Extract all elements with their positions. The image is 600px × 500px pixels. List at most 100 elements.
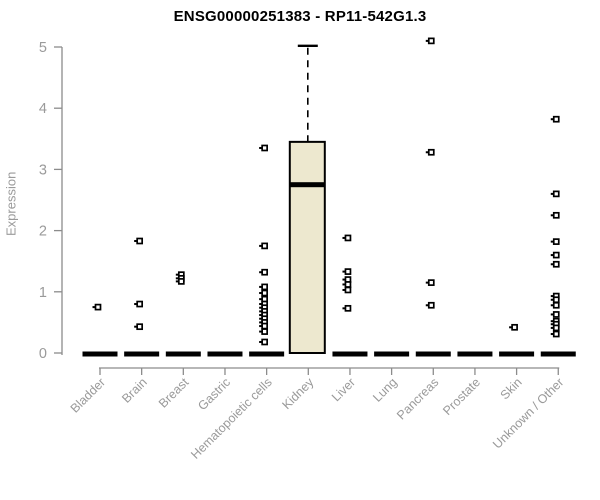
outlier-tick — [509, 326, 512, 329]
outlier-point — [552, 238, 560, 245]
zero-box-bar — [415, 351, 451, 357]
outlier-tick — [134, 303, 137, 306]
outlier-tick — [425, 281, 429, 284]
zero-box-bar — [124, 351, 160, 357]
outlier-point — [261, 338, 268, 346]
outlier-tick — [259, 285, 262, 288]
y-tick-label: 5 — [39, 40, 47, 56]
outlier-point — [552, 296, 560, 304]
outlier-point — [427, 37, 435, 45]
outlier-point — [511, 323, 518, 331]
y-tick-label: 3 — [39, 162, 47, 178]
outlier-tick — [342, 288, 345, 291]
zero-box-bar — [332, 351, 368, 357]
median-line — [289, 182, 325, 188]
chart-title: ENSG00000251383 - RP11-542G1.3 — [173, 8, 427, 25]
outlier-point — [261, 289, 268, 297]
x-tick-label: Lung — [370, 375, 400, 405]
outlier-tick — [342, 270, 345, 273]
y-tick-label: 1 — [39, 285, 47, 301]
x-tick-label: Gastric — [195, 375, 233, 413]
x-tick-label: Skin — [498, 375, 525, 402]
outlier-tick — [550, 323, 554, 326]
outlier-point — [552, 251, 560, 259]
outlier-tick — [342, 307, 345, 310]
zero-box-bar — [374, 351, 410, 357]
outlier-tick — [92, 306, 95, 309]
outlier-point — [344, 268, 352, 275]
outlier-tick — [259, 244, 262, 247]
outlier-tick — [259, 146, 262, 149]
outlier-point — [552, 260, 560, 268]
outlier-tick — [550, 304, 554, 307]
outlier-point — [136, 237, 144, 245]
outlier-tick — [550, 313, 554, 316]
outlier-tick — [259, 298, 262, 301]
outlier-point — [261, 322, 268, 330]
outlier-tick — [342, 283, 345, 286]
outlier-tick — [134, 325, 137, 328]
outlier-point — [552, 211, 560, 219]
outlier-tick — [259, 325, 262, 328]
outlier-point — [552, 190, 560, 198]
outlier-point — [136, 300, 144, 308]
outlier-tick — [259, 310, 262, 313]
x-tick-label: Unknown / Other — [490, 375, 566, 451]
outlier-point — [427, 301, 435, 309]
x-tick-label: Brain — [119, 375, 150, 406]
x-tick-label: Liver — [329, 375, 358, 404]
outlier-point — [94, 303, 102, 311]
outlier-point — [344, 281, 352, 288]
outlier-tick — [550, 254, 554, 257]
zero-box-bar — [249, 351, 285, 357]
zero-box-bar — [207, 351, 243, 357]
outlier-point — [552, 301, 560, 309]
x-tick-label: Pancreas — [394, 375, 441, 422]
x-tick-label: Kidney — [279, 375, 316, 412]
zero-box-bar — [165, 351, 201, 357]
x-tick-label: Hematopoietic cells — [188, 375, 275, 462]
outlier-tick — [550, 192, 554, 195]
outlier-point — [177, 278, 185, 285]
box — [288, 140, 326, 354]
outlier-tick — [550, 326, 554, 329]
outlier-point — [552, 311, 560, 318]
outlier-tick — [259, 306, 262, 309]
outlier-tick — [550, 240, 554, 243]
outlier-tick — [550, 295, 554, 298]
outlier-tick — [259, 317, 262, 320]
outlier-point — [261, 242, 268, 250]
zero-box-bar — [499, 351, 535, 357]
zero-box-bar — [540, 351, 576, 357]
outlier-point — [261, 283, 268, 291]
outlier-tick — [259, 340, 262, 343]
outlier-tick — [175, 277, 179, 280]
y-tick-label: 2 — [39, 224, 47, 240]
outlier-point — [344, 304, 352, 312]
outlier-point — [552, 115, 560, 123]
outlier-tick — [259, 321, 262, 324]
outlier-point — [344, 234, 352, 242]
outlier-tick — [259, 303, 262, 306]
outlier-point — [261, 328, 268, 335]
outlier-tick — [134, 240, 137, 243]
outlier-point — [344, 286, 352, 294]
outlier-tick — [550, 333, 554, 336]
outlier-tick — [175, 273, 179, 276]
outlier-tick — [425, 304, 429, 307]
outlier-tick — [550, 298, 554, 301]
outlier-point — [136, 323, 144, 331]
x-tick-label: Prostate — [440, 375, 483, 418]
outlier-tick — [425, 151, 429, 154]
outlier-tick — [259, 314, 262, 317]
outlier-tick — [342, 278, 345, 281]
outlier-tick — [550, 263, 554, 266]
outlier-tick — [259, 271, 262, 274]
outlier-point — [427, 148, 435, 156]
outlier-point — [261, 144, 268, 152]
outlier-point — [261, 268, 268, 276]
outlier-tick — [259, 330, 262, 333]
outlier-tick — [425, 39, 429, 42]
